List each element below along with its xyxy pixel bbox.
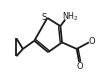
Text: O: O: [89, 37, 95, 46]
Text: NH$_2$: NH$_2$: [62, 10, 79, 23]
Text: O: O: [77, 61, 83, 70]
Text: S: S: [42, 13, 47, 22]
